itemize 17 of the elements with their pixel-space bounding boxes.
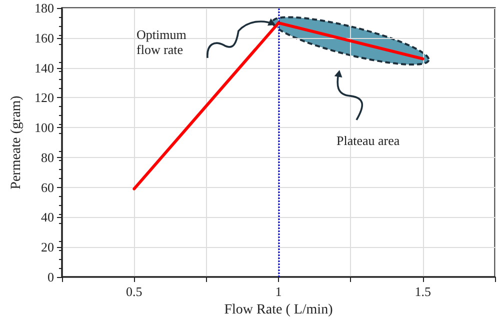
x-tick-label: 1.5 (414, 284, 431, 299)
y-tick-label: 40 (41, 210, 54, 225)
y-tick-label: 160 (34, 30, 54, 46)
y-tick-label: 60 (41, 180, 54, 195)
x-axis-title: Flow Rate ( L/min) (224, 302, 334, 318)
y-tick-label: 140 (34, 60, 54, 76)
y-tick-label: 120 (34, 90, 54, 106)
x-tick-label: 0.5 (126, 284, 142, 299)
y-tick-label: 80 (41, 150, 54, 165)
x-tick-label: 1 (275, 284, 282, 299)
y-axis-title: Permeate (gram) (9, 95, 24, 190)
y-tick-label: 180 (34, 0, 54, 16)
annotation: Plateau area (336, 132, 400, 148)
annotation: Optimum flow rate (136, 26, 188, 57)
y-tick-label: 20 (41, 240, 54, 255)
y-tick-label: 0 (48, 270, 54, 284)
y-tick-label: 100 (34, 120, 54, 136)
